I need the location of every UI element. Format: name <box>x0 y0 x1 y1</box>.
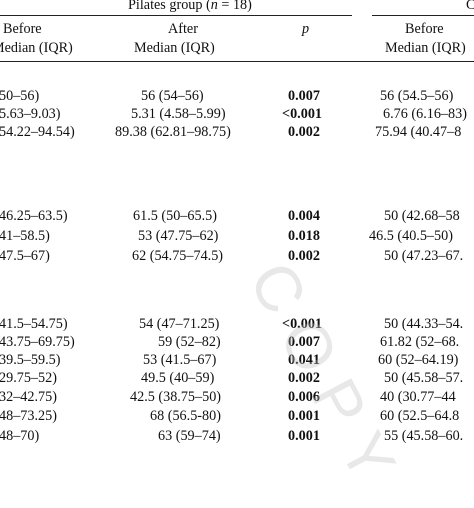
group-label: Pilates group ( <box>128 0 211 13</box>
table-row-before: 5.63–9.03) <box>0 106 61 122</box>
group-header: Pilates group (n = 18) <box>128 0 252 13</box>
table-row-before: 54.22–94.54) <box>0 124 75 140</box>
group-n: n <box>210 0 218 13</box>
col-after-median: Median (IQR) <box>134 40 215 56</box>
table-row-before: 43.75–69.75) <box>0 334 75 350</box>
table-row-before: 41–58.5) <box>0 228 50 244</box>
table-row-p: 0.002 <box>288 124 320 140</box>
header-top-rule <box>0 15 352 16</box>
group-suffix: = 18) <box>217 0 252 13</box>
table-row-before2: 60 (52.5–64.8 <box>380 408 460 424</box>
table-row-after: 89.38 (62.81–98.75) <box>115 124 231 140</box>
table-row-after: 42.5 (38.75–50) <box>130 389 222 405</box>
table-row-p: 0.018 <box>288 228 320 244</box>
col-before-median: Median (IQR) <box>0 40 73 56</box>
table-row-p: 0.007 <box>288 334 320 350</box>
table-row-before: 29.75–52) <box>0 370 57 386</box>
table-row-before: 41.5–54.75) <box>0 316 68 332</box>
next-group-cut: C <box>466 0 474 13</box>
table-row-before2: 55 (45.58–60. <box>384 428 464 444</box>
col-after-label: After <box>168 21 198 37</box>
table-row-p: <0.001 <box>282 316 323 332</box>
table-row-before: 47.5–67) <box>0 248 50 264</box>
header-top-rule-right <box>372 15 474 16</box>
table-row-before: 48–70) <box>0 428 40 444</box>
table-row-after: 68 (56.5-80) <box>150 408 221 424</box>
header-bottom-rule <box>0 61 474 62</box>
table-row-before2: 60 (52–64.19) <box>378 352 459 368</box>
table-row-before: 39.5–59.5) <box>0 352 61 368</box>
table-row-p: 0.002 <box>288 248 320 264</box>
table-row-before: 48–73.25) <box>0 408 57 424</box>
table-row-before2: 75.94 (40.47–8 <box>375 124 462 140</box>
table-row-p: 0.002 <box>288 370 320 386</box>
table-row-p: 0.001 <box>288 408 320 424</box>
table-row-after: 61.5 (50–65.5) <box>133 208 217 224</box>
table-row-before2: 56 (54.5–56) <box>380 88 454 104</box>
table-row-before2: 50 (45.58–57. <box>384 370 464 386</box>
col-before2-label: Before <box>405 21 444 37</box>
table-row-after: 54 (47–71.25) <box>139 316 220 332</box>
table-row-before2: 50 (47.23–67. <box>384 248 464 264</box>
col-p-label: p <box>302 21 310 37</box>
col-before-label: Before <box>3 21 42 37</box>
table-row-after: 56 (54–56) <box>141 88 204 104</box>
table-row-p: 0.001 <box>288 428 320 444</box>
table-row-p: 0.004 <box>288 208 320 224</box>
table-row-after: 49.5 (40–59) <box>141 370 215 386</box>
table-row-p: 0.007 <box>288 88 320 104</box>
table-row-p: 0.006 <box>288 389 320 405</box>
table-row-before2: 61.82 (52–68. <box>380 334 460 350</box>
table-row-p: <0.001 <box>282 106 323 122</box>
table-row-before2: 6.76 (6.16–83) <box>383 106 467 122</box>
table-row-before2: 40 (30.77–44 <box>380 389 456 405</box>
table-row-before: 46.25–63.5) <box>0 208 68 224</box>
table-row-p: 0.041 <box>288 352 320 368</box>
table-row-after: 5.31 (4.58–5.99) <box>131 106 226 122</box>
table-row-before: 50–56) <box>0 88 40 104</box>
table-row-before2: 50 (42.68–58 <box>384 208 460 224</box>
table-row-after: 53 (47.75–62) <box>138 228 219 244</box>
table-row-after: 53 (41.5–67) <box>143 352 217 368</box>
table-row-before: 32–42.75) <box>0 389 57 405</box>
table-row-after: 63 (59–74) <box>158 428 221 444</box>
col-before2-median: Median (IQR) <box>385 40 466 56</box>
table-row-before2: 50 (44.33–54. <box>384 316 464 332</box>
table-row-after: 59 (52–82) <box>158 334 221 350</box>
table-row-before2: 46.5 (40.5–50) <box>369 228 453 244</box>
table-row-after: 62 (54.75–74.5) <box>132 248 224 264</box>
